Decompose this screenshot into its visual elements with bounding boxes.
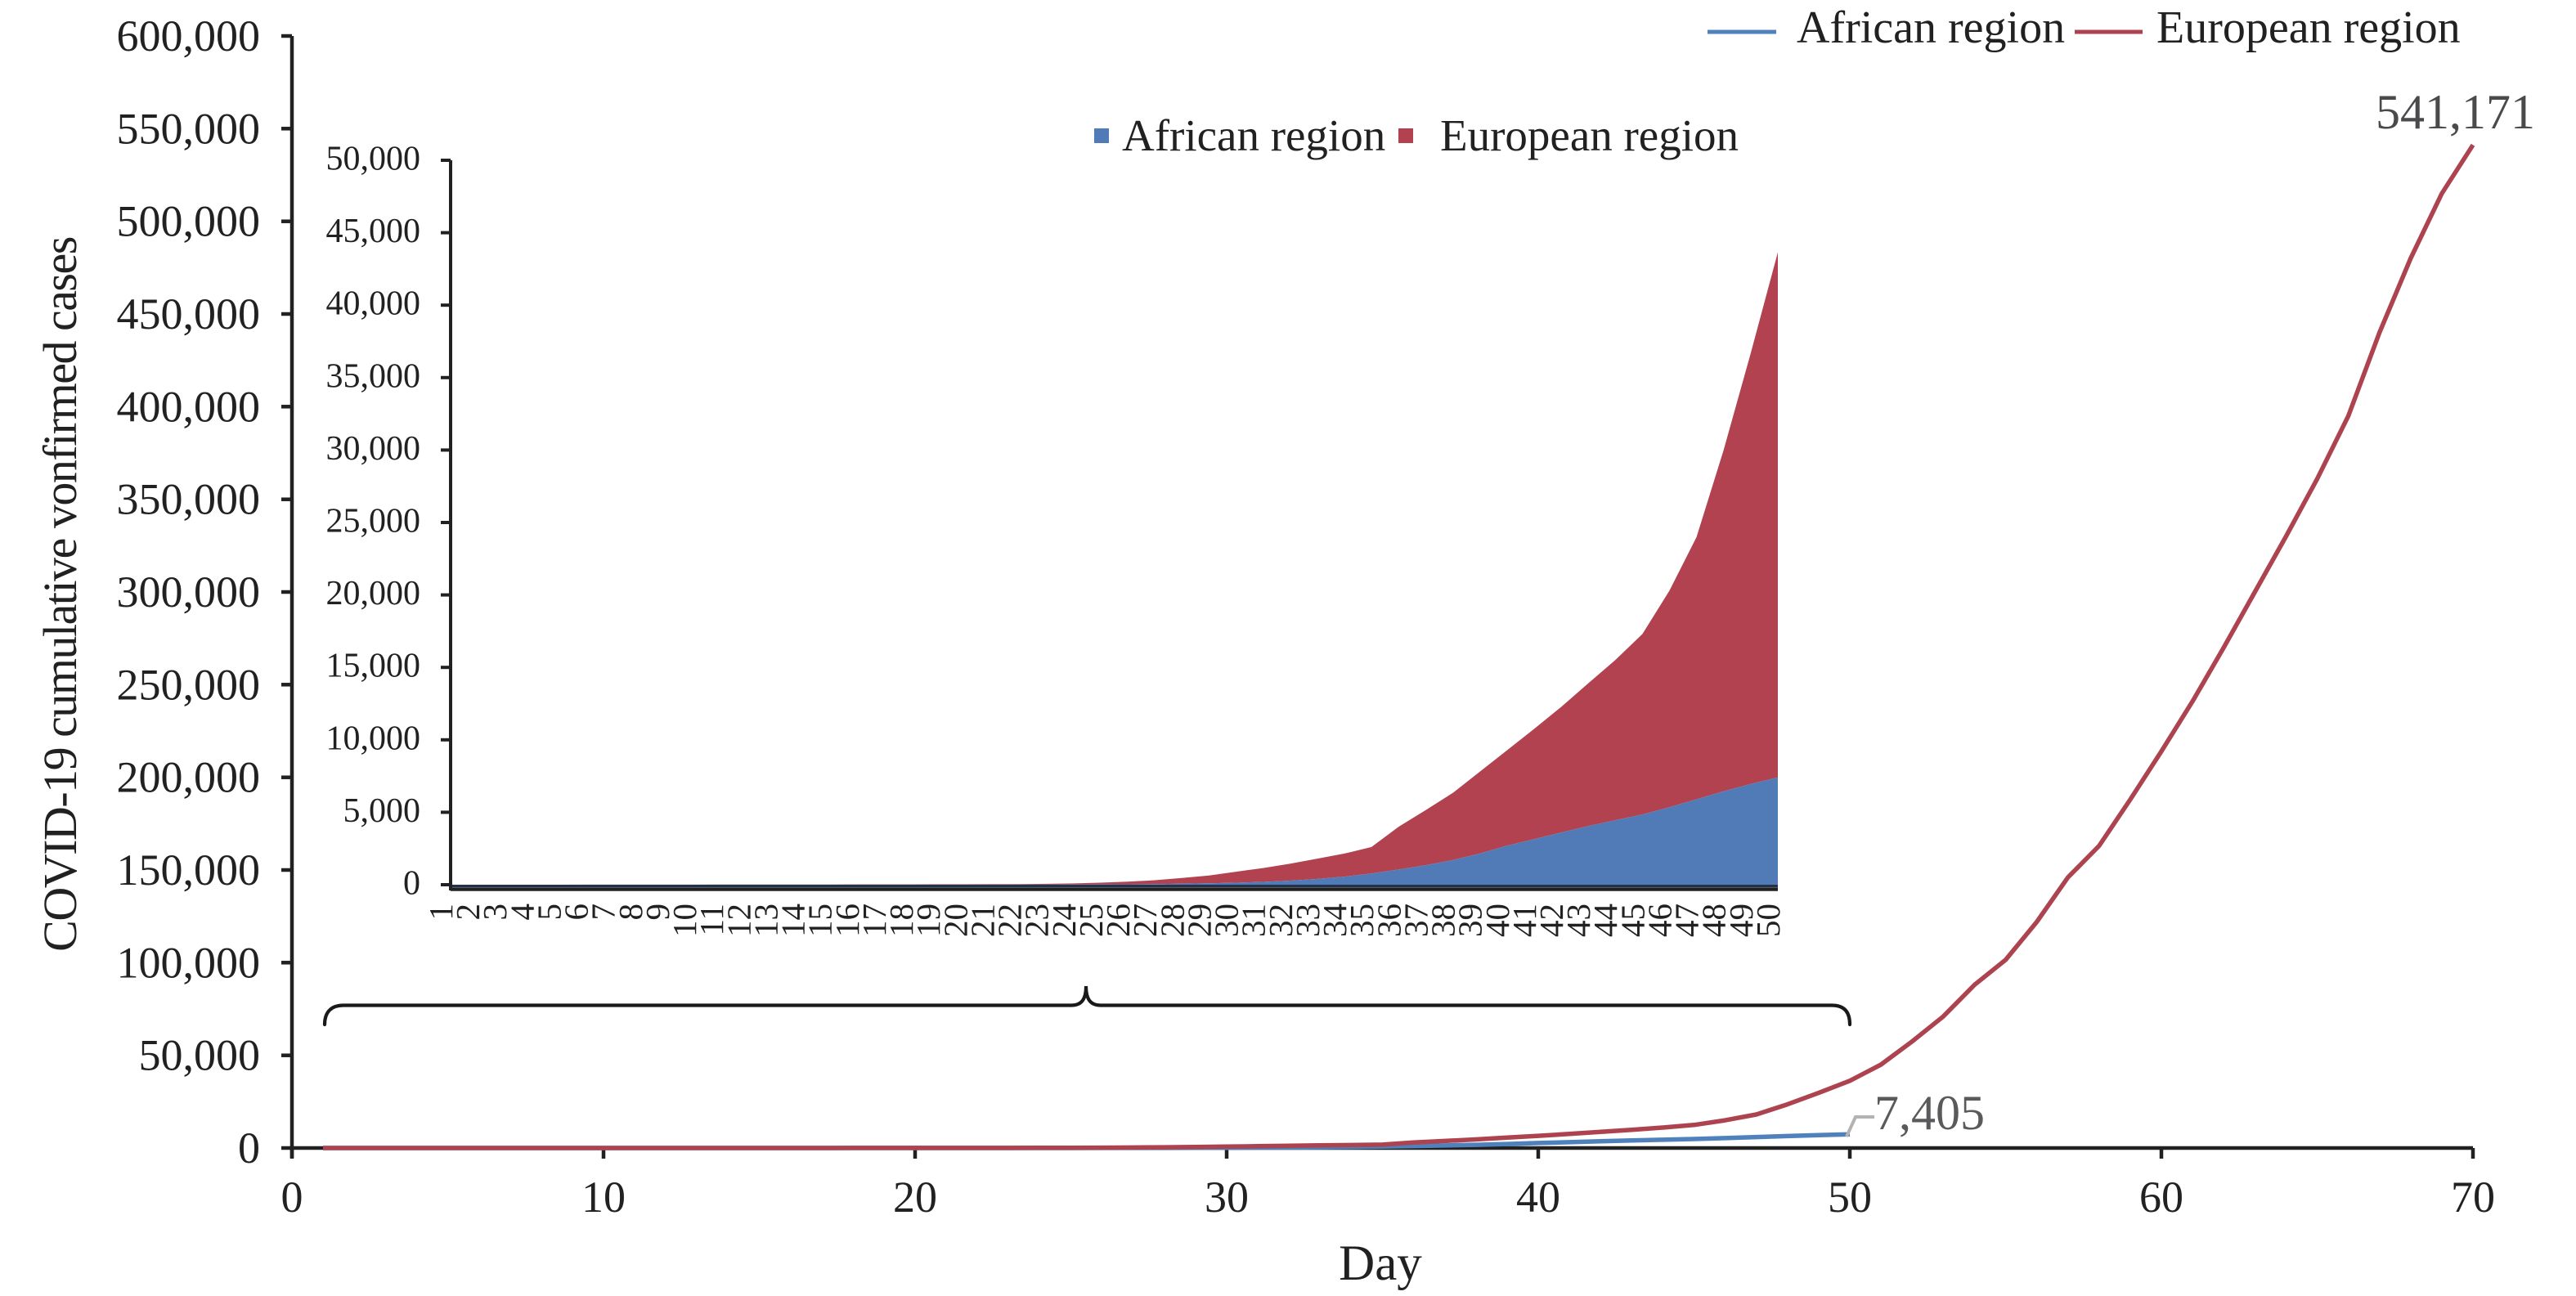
svg-text:26: 26 — [1099, 904, 1137, 937]
svg-text:17: 17 — [855, 904, 893, 937]
svg-text:34: 34 — [1316, 904, 1353, 937]
svg-text:28: 28 — [1153, 904, 1191, 937]
svg-text:Day: Day — [1339, 1236, 1422, 1291]
svg-text:2: 2 — [449, 904, 487, 921]
svg-text:541,171: 541,171 — [2376, 85, 2535, 139]
svg-text:49: 49 — [1722, 904, 1760, 937]
svg-text:16: 16 — [828, 904, 866, 937]
svg-text:42: 42 — [1533, 904, 1570, 937]
svg-text:African region: African region — [1122, 110, 1385, 160]
svg-text:350,000: 350,000 — [117, 475, 261, 524]
svg-text:11: 11 — [693, 904, 730, 935]
svg-text:35: 35 — [1343, 904, 1380, 937]
svg-text:70: 70 — [2451, 1173, 2495, 1222]
svg-text:12: 12 — [720, 904, 757, 937]
svg-text:400,000: 400,000 — [117, 382, 261, 431]
svg-text:45,000: 45,000 — [326, 213, 421, 250]
svg-text:500,000: 500,000 — [117, 197, 261, 246]
svg-text:European region: European region — [2156, 2, 2461, 53]
svg-text:43: 43 — [1560, 904, 1597, 937]
svg-text:15,000: 15,000 — [326, 648, 421, 685]
svg-text:60: 60 — [2139, 1173, 2183, 1222]
svg-text:50: 50 — [1749, 904, 1787, 937]
svg-text:13: 13 — [747, 904, 785, 937]
svg-text:29: 29 — [1180, 904, 1218, 937]
svg-text:46: 46 — [1641, 904, 1679, 937]
svg-text:300,000: 300,000 — [117, 567, 261, 617]
svg-text:0: 0 — [238, 1123, 260, 1173]
svg-text:45: 45 — [1613, 904, 1651, 937]
svg-text:250,000: 250,000 — [117, 660, 261, 709]
svg-text:41: 41 — [1506, 904, 1543, 937]
svg-text:10: 10 — [666, 904, 703, 937]
svg-text:50,000: 50,000 — [139, 1031, 261, 1080]
svg-text:30,000: 30,000 — [326, 430, 421, 468]
svg-text:European region: European region — [1440, 110, 1739, 160]
svg-text:600,000: 600,000 — [117, 11, 261, 61]
svg-text:44: 44 — [1586, 904, 1624, 937]
svg-text:33: 33 — [1289, 904, 1326, 937]
svg-text:4: 4 — [503, 904, 541, 921]
svg-text:40: 40 — [1479, 904, 1516, 937]
svg-text:15: 15 — [801, 904, 839, 937]
svg-text:10,000: 10,000 — [326, 720, 421, 757]
svg-text:6: 6 — [558, 904, 595, 921]
svg-text:100,000: 100,000 — [117, 938, 261, 987]
svg-text:7: 7 — [585, 904, 622, 921]
svg-text:18: 18 — [882, 904, 920, 937]
svg-text:10: 10 — [581, 1173, 626, 1222]
svg-text:3: 3 — [476, 904, 514, 921]
svg-text:150,000: 150,000 — [117, 845, 261, 895]
svg-text:20: 20 — [893, 1173, 937, 1222]
svg-text:450,000: 450,000 — [117, 289, 261, 339]
svg-text:9: 9 — [639, 904, 676, 921]
svg-text:20: 20 — [936, 904, 974, 937]
svg-text:32: 32 — [1262, 904, 1299, 937]
svg-text:25: 25 — [1072, 904, 1110, 937]
svg-text:COVID-19 cumulative vonfirmed: COVID-19 cumulative vonfirmed cases — [34, 237, 87, 952]
svg-text:30: 30 — [1208, 904, 1245, 937]
svg-text:African region: African region — [1797, 2, 2065, 53]
svg-text:39: 39 — [1452, 904, 1489, 937]
svg-text:5,000: 5,000 — [343, 792, 421, 830]
svg-text:37: 37 — [1397, 904, 1434, 937]
svg-text:47: 47 — [1668, 904, 1706, 937]
svg-text:27: 27 — [1126, 904, 1164, 937]
svg-text:25,000: 25,000 — [326, 503, 421, 540]
svg-text:0: 0 — [281, 1173, 303, 1222]
svg-text:35,000: 35,000 — [326, 357, 421, 395]
svg-text:5: 5 — [531, 904, 568, 921]
svg-text:21: 21 — [963, 904, 1001, 937]
svg-text:20,000: 20,000 — [326, 575, 421, 612]
svg-text:36: 36 — [1370, 904, 1407, 937]
svg-text:200,000: 200,000 — [117, 753, 261, 802]
svg-text:31: 31 — [1235, 904, 1272, 937]
svg-text:8: 8 — [612, 904, 649, 921]
svg-text:550,000: 550,000 — [117, 104, 261, 153]
svg-text:23: 23 — [1018, 904, 1056, 937]
svg-text:48: 48 — [1695, 904, 1733, 937]
svg-text:40: 40 — [1516, 1173, 1560, 1222]
svg-text:30: 30 — [1205, 1173, 1249, 1222]
svg-text:0: 0 — [403, 865, 420, 903]
svg-text:19: 19 — [909, 904, 947, 937]
svg-text:7,405: 7,405 — [1874, 1086, 1985, 1140]
svg-text:24: 24 — [1045, 904, 1083, 937]
svg-text:22: 22 — [991, 904, 1029, 937]
svg-text:38: 38 — [1425, 904, 1462, 937]
svg-text:14: 14 — [774, 904, 812, 937]
svg-text:1: 1 — [422, 904, 460, 921]
svg-text:50,000: 50,000 — [326, 141, 421, 178]
svg-text:50: 50 — [1828, 1173, 1872, 1222]
svg-text:40,000: 40,000 — [326, 285, 421, 323]
